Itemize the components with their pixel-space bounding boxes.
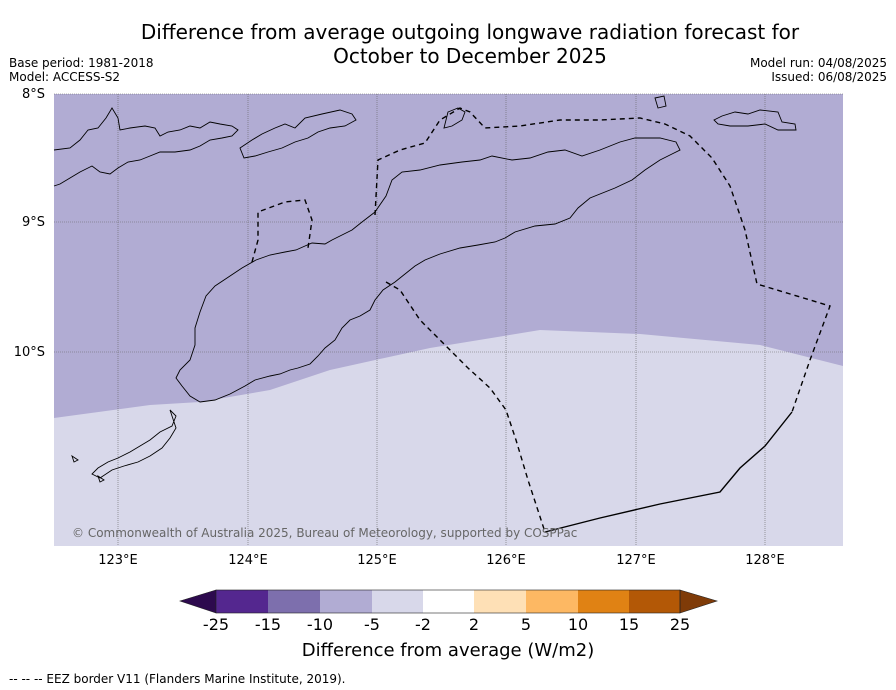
colorbar-tick: -25 [202,615,230,634]
anomaly-dark-region [54,94,843,418]
rote-island [91,409,177,479]
copyright-text: © Commonwealth of Australia 2025, Bureau… [72,526,578,540]
meta-left: Base period: 1981-2018 Model: ACCESS-S2 [9,56,154,84]
atauro-island [443,107,466,129]
base-period: Base period: 1981-2018 [9,56,154,70]
lon-label-126e: 126°E [486,553,526,568]
small-island-sw [71,454,79,463]
timor-coastline [175,137,681,403]
title-line-1: Difference from average outgoing longwav… [140,20,800,44]
small-island-e [713,109,797,131]
lon-label-127e: 127°E [616,553,656,568]
meta-right: Model run: 04/08/2025 Issued: 06/08/2025 [750,56,887,84]
colorbar-segment [526,590,578,613]
colorbar-segment [320,590,372,613]
colorbar-tick: 10 [567,615,589,634]
colorbar-title: Difference from average (W/m2) [301,640,595,661]
eez-solid [544,411,793,533]
lat-label-9s: 9°S [21,215,45,230]
colorbar-tick: -5 [364,615,380,634]
colorbar-tick: 15 [618,615,640,634]
small-island-ne [654,95,667,109]
small-island-s [97,474,105,483]
lon-label-128e: 128°E [745,553,785,568]
colorbar-extend-high [679,589,719,614]
colorbar-segment [372,590,423,613]
colorbar-tick: -10 [306,615,334,634]
colorbar-tick: 25 [669,615,691,634]
colorbar-segment [474,590,526,613]
wetar-island [53,107,239,187]
colorbar-extend-low [179,589,217,614]
colorbar-tick: -15 [254,615,282,634]
colorbar-tick: -2 [415,615,431,634]
colorbar-segment [216,590,268,613]
lon-label-125e: 125°E [357,553,397,568]
colorbar-tick: 5 [520,615,532,634]
gridlines [54,93,843,546]
colorbar-tick: 2 [468,615,480,634]
model-run: Model run: 04/08/2025 [749,56,887,70]
map-title: Difference from average outgoing longwav… [110,20,830,68]
lon-label-124e: 124°E [228,553,268,568]
model-name: Model: ACCESS-S2 [9,70,121,84]
colorbar [179,589,719,614]
eez-footnote: -- -- -- EEZ border V11 (Flanders Marine… [9,672,346,686]
colorbar-segment [423,590,474,613]
title-line-2: October to December 2025 [333,44,607,68]
colorbar-segment [578,590,629,613]
eez-south-boundary [544,411,793,533]
lon-label-123e: 123°E [98,553,138,568]
colorbar-segment [629,590,680,613]
eez-enclave [251,199,313,263]
issued-date: Issued: 06/08/2025 [771,70,887,84]
eez-border [251,107,831,533]
lat-label-10s: 10°S [13,345,45,360]
coastlines [53,95,797,483]
colorbar-segment [268,590,320,613]
eez-south-line [385,281,546,533]
lat-label-8s: 8°S [21,87,45,102]
alor-island [239,109,357,159]
